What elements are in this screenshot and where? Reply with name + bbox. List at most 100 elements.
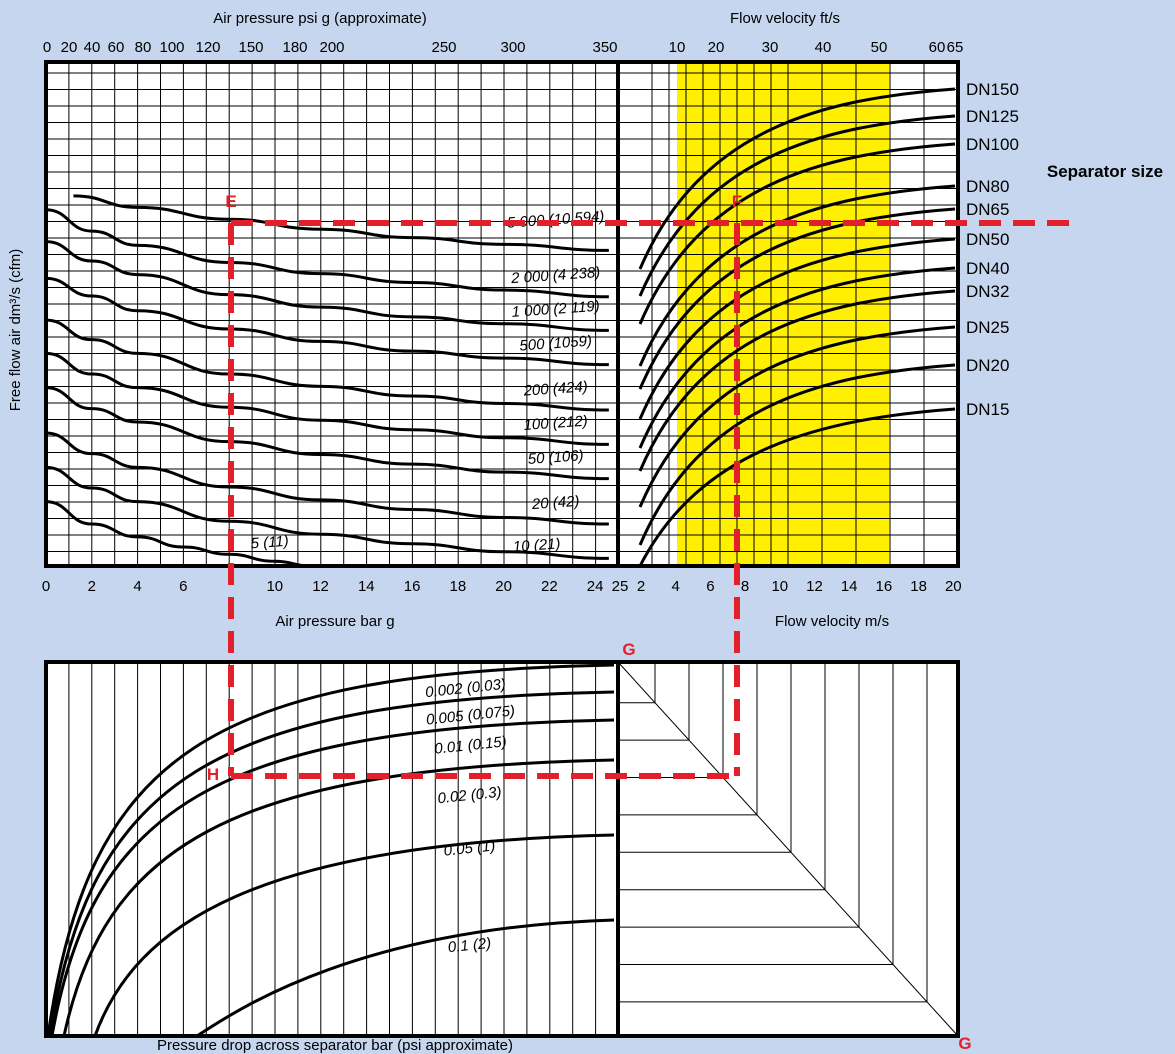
flow-curve (73, 194, 609, 252)
separator-size-curve (638, 325, 956, 508)
velocity-tick-label: 14 (841, 578, 858, 595)
separator-size-label: DN40 (966, 259, 1009, 278)
flow-curve (45, 351, 609, 446)
x-tick-label: 24 (587, 578, 604, 595)
x-tick-label: 6 (179, 578, 187, 595)
pressure-drop-curve (62, 758, 615, 1037)
separator-size-curve (638, 289, 956, 472)
velocity-tick-label: 16 (876, 578, 893, 595)
separator-size-curve (638, 266, 956, 449)
separator-size-label: DN100 (966, 135, 1019, 154)
pressure-drop-curve (50, 718, 615, 1037)
point-label-h: H (207, 765, 219, 784)
pressure-panel-bg (46, 62, 618, 566)
x-tick-label: 12 (312, 578, 329, 595)
x2-tick-label: 350 (592, 39, 617, 56)
velocity-tick-label: 4 (672, 578, 680, 595)
flow-curve-label: 100 (212) (523, 413, 588, 434)
x2-tick-label: 20 (61, 39, 78, 56)
separator-size-label: DN25 (966, 318, 1009, 337)
x-tick-label: 4 (133, 578, 141, 595)
flow-curve-label: 500 (1059) (519, 333, 593, 355)
separator-size-curve (638, 87, 956, 270)
separator-size-label: DN80 (966, 177, 1009, 196)
velocity-tick-label: 6 (706, 578, 714, 595)
tick-labels: 0 2 4 6 10 12 14 16 18 20 22 24 250 20 40 60 80 100 120 150… (42, 39, 964, 595)
bottom-left-axis-title: Air pressure bar g (275, 613, 394, 630)
point-label-g-top: G (622, 640, 635, 659)
x2-tick-label: 200 (319, 39, 344, 56)
flow-curve (45, 208, 609, 299)
separator-size-curve (638, 114, 956, 297)
curves: 5 000 (10 594)2 000 (4 238)1 000 (2 119)… (45, 87, 956, 1038)
velocity-x2-tick-label: 40 (815, 39, 832, 56)
flow-curve (45, 386, 609, 481)
flow-curve (45, 318, 609, 412)
x-tick-label: 16 (404, 578, 421, 595)
grid (46, 62, 959, 1037)
velocity-highlight-band (677, 62, 889, 566)
separator-size-curve (638, 237, 956, 420)
x2-tick-label: 250 (431, 39, 456, 56)
flow-curve-label: 2 000 (4 238) (510, 264, 601, 287)
guide-lines (228, 220, 1075, 779)
separator-size-label: DN20 (966, 356, 1009, 375)
velocity-tick-label: 20 (945, 578, 962, 595)
velocity-tick-label: 10 (771, 578, 788, 595)
separator-size-label: DN32 (966, 282, 1009, 301)
top-right-axis-title: Flow velocity ft/s (730, 10, 840, 27)
x2-tick-label: 40 (84, 39, 101, 56)
flow-curve-label: 20 (42) (530, 493, 580, 513)
velocity-tick-label: 2 (637, 578, 645, 595)
x-tick-label: 2 (88, 578, 96, 595)
separator-size-label: DN150 (966, 80, 1019, 99)
x2-tick-label: 300 (500, 39, 525, 56)
velocity-tick-label: 8 (741, 578, 749, 595)
separator-size-label: DN15 (966, 400, 1009, 419)
x2-tick-label: 0 (43, 39, 51, 56)
x-tick-label: 22 (541, 578, 558, 595)
velocity-tick-label: 18 (910, 578, 927, 595)
separator-size-curve (638, 184, 956, 367)
upper-frame (44, 60, 960, 568)
flow-curve-label: 5 (11) (250, 533, 289, 553)
velocity-x2-tick-label: 65 (947, 39, 964, 56)
velocity-tick-label: 12 (806, 578, 823, 595)
y-axis-title: Free flow air dm³/s (cfm) (7, 249, 24, 412)
velocity-x2-tick-label: 20 (708, 39, 725, 56)
flow-curve-label: 200 (424) (522, 378, 588, 400)
pressure-drop-curve (93, 833, 615, 1037)
pressure-drop-curve (48, 690, 615, 1037)
separator-size-label: DN125 (966, 107, 1019, 126)
flow-curve-label: 50 (106) (527, 447, 584, 468)
flow-curve (45, 431, 609, 526)
flow-curve (45, 276, 609, 367)
separator-size-curve (638, 407, 956, 567)
flow-curve (45, 500, 312, 568)
x-tick-label: 14 (358, 578, 375, 595)
separator-size-labels: DN150 DN125 DN100 DN80 DN65 DN50 DN40 DN32 DN25 D… (966, 80, 1019, 419)
x2-tick-label: 120 (195, 39, 220, 56)
x2-tick-label: 80 (135, 39, 152, 56)
pressure-drop-curve (196, 918, 615, 1038)
flow-curve-label: 10 (21) (512, 535, 561, 555)
lower-frame (44, 660, 960, 1038)
x-tick-label: 0 (42, 578, 50, 595)
flow-curve (45, 240, 609, 332)
x2-tick-label: 150 (238, 39, 263, 56)
pressure-drop-label: 0.1 (2) (447, 935, 492, 956)
x2-tick-label: 100 (159, 39, 184, 56)
velocity-x2-tick-label: 10 (669, 39, 686, 56)
separator-size-label: DN65 (966, 200, 1009, 219)
flow-curve (45, 465, 609, 560)
x-tick-label: 10 (266, 578, 283, 595)
velocity-x2-tick-label: 30 (762, 39, 779, 56)
pressure-drop-curve (46, 663, 615, 1037)
pressure-drop-axis-title: Pressure drop across separator bar (psi … (157, 1037, 513, 1054)
velocity-x2-tick-label: 60 (929, 39, 946, 56)
pressure-drop-label: 0.02 (0.3) (437, 784, 503, 808)
x2-tick-label: 60 (108, 39, 125, 56)
point-label-e: E (225, 192, 236, 211)
bottom-right-axis-title: Flow velocity m/s (775, 613, 889, 630)
